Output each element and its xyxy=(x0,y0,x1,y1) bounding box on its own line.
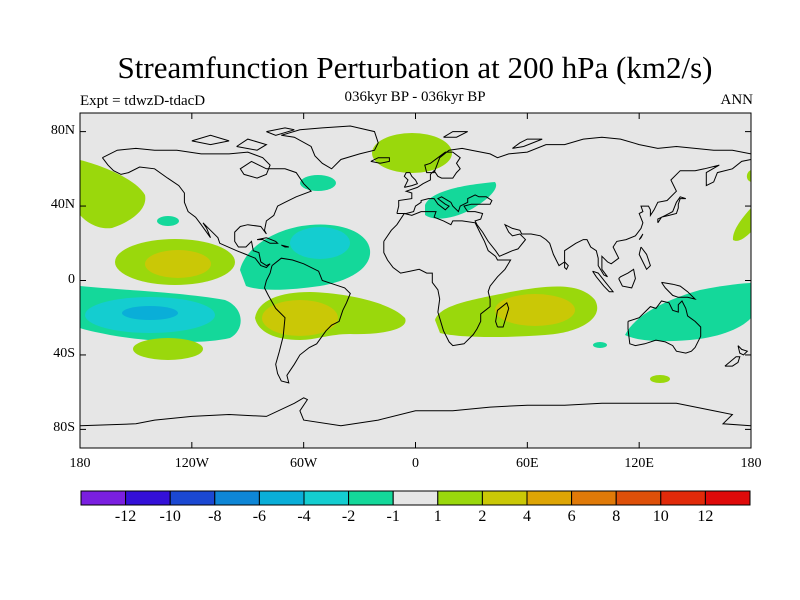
colorbar-label: 10 xyxy=(652,508,669,525)
coastline xyxy=(443,131,468,138)
lat-tick-label: 80N xyxy=(50,122,75,138)
contour-region xyxy=(122,306,178,320)
colorbar-label: -10 xyxy=(159,508,181,525)
contour-region xyxy=(650,375,670,383)
contour-fill-layer xyxy=(80,133,751,383)
colorbar-swatch xyxy=(704,490,751,506)
colorbar-swatch xyxy=(80,490,127,506)
coastline xyxy=(383,211,512,347)
colorbar-swatch xyxy=(392,490,439,506)
coastline xyxy=(592,270,615,293)
lon-tick-label: 60W xyxy=(290,456,318,471)
coastline xyxy=(191,134,230,146)
coastline xyxy=(661,281,697,301)
coastline xyxy=(80,397,751,427)
colorbar-label: 8 xyxy=(612,508,621,525)
colorbar-swatch xyxy=(660,490,706,506)
contour-region xyxy=(495,294,575,326)
lat-tick-label: 40N xyxy=(50,197,75,213)
colorbar-label: -4 xyxy=(297,508,311,525)
colorbar-label: -1 xyxy=(386,508,400,525)
contour-region xyxy=(300,175,336,191)
colorbar-label: -8 xyxy=(208,508,222,525)
colorbar-swatch xyxy=(571,490,617,506)
axis-ticks xyxy=(79,113,752,448)
lat-tick-label: 80S xyxy=(53,420,75,436)
coastline xyxy=(638,246,651,271)
coastline xyxy=(638,233,644,240)
lon-tick-label: 180 xyxy=(740,456,762,471)
coastline xyxy=(403,172,419,188)
coastline xyxy=(495,301,510,328)
colorbar-swatch xyxy=(214,490,260,506)
contour-region xyxy=(133,338,203,360)
lon-tick-label: 120W xyxy=(174,456,209,471)
colorbar-swatch xyxy=(615,490,662,506)
colorbar-swatch xyxy=(481,490,528,506)
lon-tick-label: 180 xyxy=(69,456,91,471)
lat-tick-label: 40S xyxy=(53,345,75,361)
contour-region xyxy=(80,160,146,229)
coastline xyxy=(370,157,390,164)
colorbar-swatch xyxy=(437,490,483,506)
colorbar-label: 2 xyxy=(478,508,487,525)
colorbar-swatch xyxy=(303,490,350,506)
colorbar xyxy=(80,490,751,506)
coastline xyxy=(737,345,749,356)
colorbar-label: 4 xyxy=(523,508,531,525)
coastline xyxy=(281,244,289,248)
colorbar-label: -12 xyxy=(114,508,137,525)
colorbar-swatch xyxy=(348,490,394,506)
period-label: 036kyr BP - 036kyr BP xyxy=(344,89,486,105)
contour-region xyxy=(625,283,751,342)
coastline xyxy=(657,196,686,224)
contour-region xyxy=(290,227,350,259)
coastline xyxy=(512,138,543,149)
colorbar-swatch xyxy=(258,490,305,506)
coastline xyxy=(236,138,268,151)
contour-region xyxy=(145,250,211,278)
colorbar-label: 6 xyxy=(567,508,576,525)
plot-title: Streamfunction Perturbation at 200 hPa (… xyxy=(117,50,713,85)
contour-region xyxy=(732,208,751,241)
contour-region xyxy=(157,216,179,226)
lon-tick-label: 0 xyxy=(412,456,419,471)
lat-tick-label: 0 xyxy=(68,271,75,287)
coastline xyxy=(281,125,379,170)
contour-region xyxy=(425,182,497,219)
colorbar-swatch xyxy=(169,490,216,506)
colorbar-label: 12 xyxy=(697,508,714,525)
coastline xyxy=(263,257,351,384)
coastline xyxy=(627,300,702,354)
colorbar-label: -2 xyxy=(341,508,356,525)
coastline xyxy=(564,261,569,271)
colorbar-swatch xyxy=(526,490,573,506)
colorbar-swatch xyxy=(125,490,171,506)
coastline xyxy=(396,136,751,278)
coastline xyxy=(724,356,741,367)
contour-region xyxy=(372,133,452,173)
experiment-label: Expt = tdwzD-tdacD xyxy=(80,93,206,109)
coastline xyxy=(618,268,636,289)
colorbar-label: 1 xyxy=(433,508,442,525)
coastline xyxy=(256,237,279,244)
contour-region xyxy=(262,300,338,336)
coastline xyxy=(102,147,312,269)
colorbar-label: -6 xyxy=(252,508,267,525)
lon-tick-label: 60E xyxy=(516,456,539,471)
lon-tick-label: 120E xyxy=(624,456,654,471)
season-label: ANN xyxy=(720,92,754,108)
contour-region xyxy=(593,342,607,348)
coastlines xyxy=(80,125,751,427)
coastline xyxy=(266,127,295,136)
contour-region xyxy=(746,170,751,182)
